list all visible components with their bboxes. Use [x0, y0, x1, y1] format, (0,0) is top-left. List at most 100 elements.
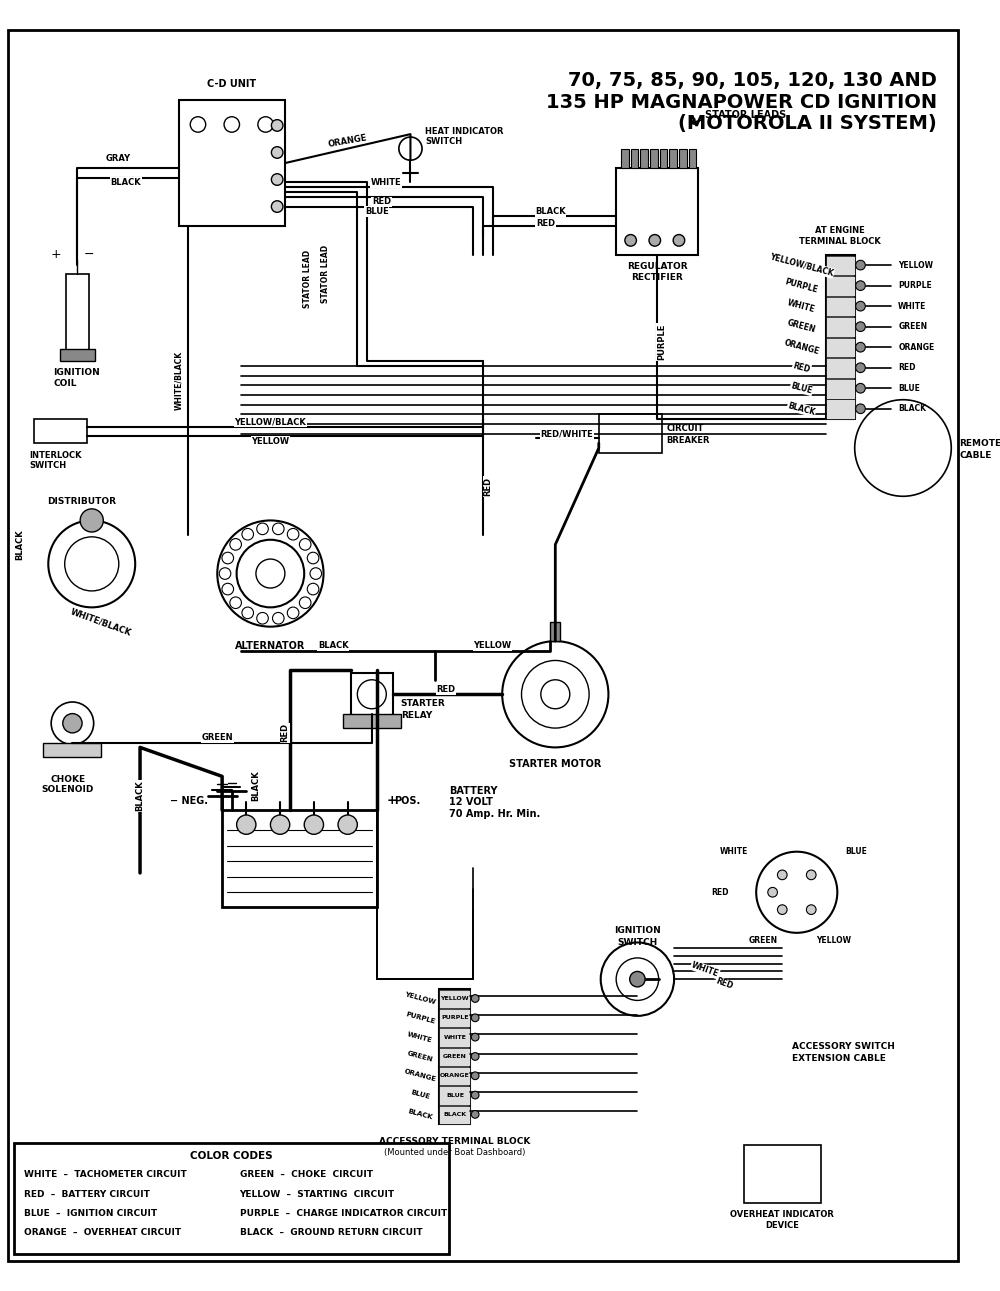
Bar: [679, 148, 687, 168]
Text: GREEN: GREEN: [898, 323, 927, 332]
Circle shape: [357, 680, 386, 709]
Text: WHITE: WHITE: [407, 1032, 433, 1043]
Text: GREEN: GREEN: [443, 1053, 467, 1059]
Text: 12 VOLT: 12 VOLT: [449, 798, 493, 807]
Text: BLACK: BLACK: [136, 780, 145, 811]
Text: EXTENSION CABLE: EXTENSION CABLE: [792, 1053, 886, 1062]
Text: WHITE: WHITE: [443, 1034, 466, 1039]
Circle shape: [287, 528, 299, 540]
Text: PURPLE: PURPLE: [405, 1011, 436, 1025]
Text: RED: RED: [792, 361, 811, 374]
Text: YELLOW/BLACK: YELLOW/BLACK: [769, 252, 835, 278]
Bar: [222, 811, 377, 906]
Bar: [650, 148, 658, 168]
Text: DEVICE: DEVICE: [765, 1221, 799, 1230]
Circle shape: [307, 584, 319, 595]
Text: (Mounted under Boat Dashboard): (Mounted under Boat Dashboard): [384, 1148, 526, 1157]
Text: ACCESSORY SWITCH: ACCESSORY SWITCH: [792, 1042, 895, 1051]
Circle shape: [471, 1072, 479, 1079]
Text: PURPLE: PURPLE: [784, 276, 819, 294]
Text: WHITE: WHITE: [720, 847, 748, 856]
Text: ACCESSORY TERMINAL BLOCK: ACCESSORY TERMINAL BLOCK: [379, 1137, 531, 1146]
Bar: [669, 148, 677, 168]
Circle shape: [237, 540, 304, 607]
Circle shape: [224, 116, 240, 132]
Text: WHITE  –  TACHOMETER CIRCUIT: WHITE – TACHOMETER CIRCUIT: [24, 1171, 187, 1180]
Text: SOLENOID: SOLENOID: [41, 785, 94, 794]
Circle shape: [625, 235, 636, 247]
Text: REMOTE: REMOTE: [959, 439, 1000, 448]
Circle shape: [856, 261, 865, 270]
Circle shape: [756, 852, 837, 933]
Text: REGULATOR: REGULATOR: [627, 262, 688, 271]
Bar: [660, 148, 667, 168]
Circle shape: [806, 905, 816, 914]
Text: OVERHEAT INDICATOR: OVERHEAT INDICATOR: [730, 1211, 834, 1219]
Text: YELLOW: YELLOW: [898, 261, 933, 270]
Bar: [826, 359, 855, 378]
Text: − NEG.: − NEG.: [170, 795, 208, 806]
Circle shape: [257, 523, 268, 534]
Text: SWITCH: SWITCH: [425, 137, 462, 146]
Text: YELLOW: YELLOW: [441, 995, 469, 1001]
Text: GREEN: GREEN: [786, 319, 817, 334]
Bar: [550, 622, 560, 642]
Text: WHITE: WHITE: [371, 178, 402, 187]
Text: 70, 75, 85, 90, 105, 120, 130 AND: 70, 75, 85, 90, 105, 120, 130 AND: [568, 71, 937, 90]
Text: TERMINAL BLOCK: TERMINAL BLOCK: [799, 236, 881, 245]
Text: BLACK: BLACK: [787, 400, 816, 417]
Circle shape: [310, 568, 322, 580]
Circle shape: [63, 714, 82, 733]
Text: CABLE: CABLE: [959, 452, 991, 460]
Text: WHITE: WHITE: [787, 298, 816, 314]
Text: HEAT INDICATOR: HEAT INDICATOR: [425, 127, 503, 136]
Circle shape: [806, 870, 816, 879]
Circle shape: [270, 815, 290, 834]
Bar: [343, 714, 401, 728]
Bar: [43, 742, 101, 757]
Bar: [616, 168, 698, 254]
Circle shape: [242, 528, 254, 540]
Text: BLUE: BLUE: [790, 381, 813, 395]
Text: YELLOW: YELLOW: [473, 642, 512, 651]
Text: RED: RED: [280, 723, 289, 742]
Text: RELAY: RELAY: [401, 711, 432, 720]
Circle shape: [471, 994, 479, 1002]
Circle shape: [777, 870, 787, 879]
Text: BLUE: BLUE: [446, 1092, 464, 1097]
Text: ORANGE: ORANGE: [327, 133, 368, 148]
Bar: [14, 1144, 449, 1255]
Text: ORANGE  –  OVERHEAT CIRCUIT: ORANGE – OVERHEAT CIRCUIT: [24, 1228, 181, 1237]
Text: CHOKE: CHOKE: [50, 775, 85, 784]
Bar: [179, 101, 285, 226]
Circle shape: [616, 958, 659, 1001]
Bar: [60, 350, 95, 361]
Circle shape: [630, 971, 645, 986]
Circle shape: [471, 1110, 479, 1118]
Text: WHITE/BLACK: WHITE/BLACK: [174, 351, 183, 411]
Bar: [640, 148, 648, 168]
Bar: [439, 1086, 470, 1105]
Circle shape: [856, 342, 865, 352]
Text: RED: RED: [437, 686, 456, 695]
Bar: [439, 1029, 470, 1047]
Circle shape: [258, 116, 273, 132]
Text: RECTIFIER: RECTIFIER: [631, 272, 683, 281]
Bar: [439, 1010, 470, 1028]
Circle shape: [502, 642, 608, 747]
Circle shape: [649, 235, 661, 247]
Text: BLUE: BLUE: [898, 383, 920, 392]
Text: BLACK: BLACK: [251, 771, 260, 802]
Text: BREAKER: BREAKER: [666, 436, 710, 445]
Text: YELLOW  –  STARTING  CIRCUIT: YELLOW – STARTING CIRCUIT: [240, 1190, 395, 1199]
Circle shape: [399, 137, 422, 160]
Circle shape: [471, 1091, 479, 1099]
Circle shape: [304, 815, 324, 834]
Text: GREEN: GREEN: [407, 1050, 434, 1062]
Circle shape: [673, 235, 685, 247]
Text: RED: RED: [898, 363, 916, 372]
Text: ORANGE: ORANGE: [898, 342, 934, 351]
Text: GREEN: GREEN: [748, 936, 777, 945]
Circle shape: [256, 559, 285, 587]
Text: PURPLE: PURPLE: [441, 1015, 469, 1020]
